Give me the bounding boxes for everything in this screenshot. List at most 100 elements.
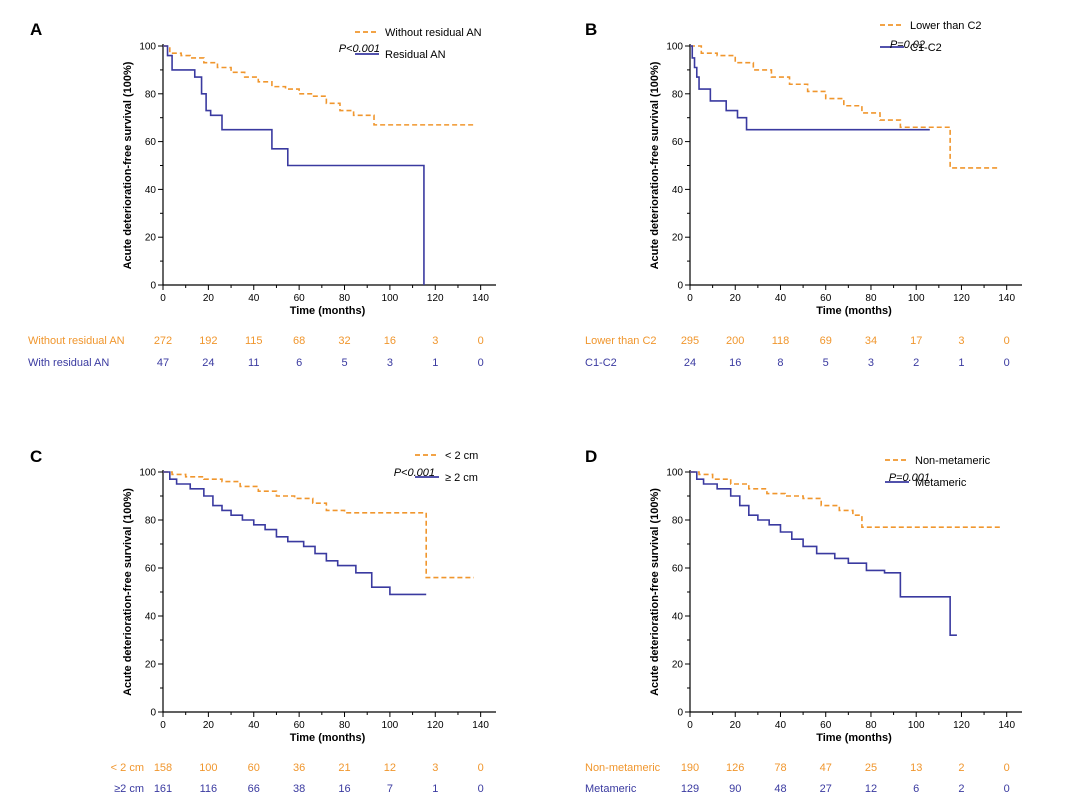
risk-value: 6 [296,357,302,369]
risk-value: 161 [154,783,172,795]
risk-row-label: Non-metameric [585,762,661,774]
risk-value: 5 [823,357,829,369]
risk-value: 115 [245,335,263,347]
risk-value: 36 [293,762,305,774]
risk-value: 68 [293,335,305,347]
risk-value: 0 [1004,783,1010,795]
y-tick-label: 20 [672,233,684,244]
risk-value: 12 [865,783,877,795]
risk-value: 158 [154,762,172,774]
x-tick-label: 20 [730,720,742,731]
series-line-dashed [690,45,1000,169]
x-tick-label: 120 [427,293,444,304]
risk-value: 100 [199,762,217,774]
x-tick-label: 0 [687,293,693,304]
x-tick-label: 60 [294,293,306,304]
x-tick-label: 140 [472,293,489,304]
x-tick-label: 140 [998,293,1015,304]
y-tick-label: 0 [150,281,156,292]
risk-value: 192 [199,335,217,347]
y-tick-label: 60 [672,137,684,148]
x-tick-label: 100 [382,293,399,304]
risk-row-label: < 2 cm [111,762,144,774]
x-tick-label: 120 [953,293,970,304]
risk-value: 0 [478,783,484,795]
risk-row-label: With residual AN [28,357,109,369]
risk-value: 25 [865,762,877,774]
series-line-solid [690,471,957,636]
legend-entry: Residual AN [385,49,446,61]
x-tick-label: 80 [865,720,877,731]
risk-row-label: Without residual AN [28,335,125,347]
risk-row-label: ≥2 cm [114,783,144,795]
y-tick-label: 100 [666,42,683,53]
y-tick-label: 0 [150,708,156,719]
risk-value: 126 [726,762,744,774]
x-tick-label: 100 [382,720,399,731]
x-axis-label: Time (months) [816,305,892,317]
panel-letter: D [585,447,597,466]
legend-entry: C1-C2 [910,42,942,54]
risk-value: 48 [774,783,786,795]
risk-value: 0 [478,357,484,369]
panel-letter: C [30,447,42,466]
x-tick-label: 40 [248,720,260,731]
risk-value: 47 [157,357,169,369]
y-tick-label: 100 [666,468,683,479]
risk-value: 5 [341,357,347,369]
y-tick-label: 80 [145,89,157,100]
risk-value: 0 [1004,335,1010,347]
risk-value: 16 [384,335,396,347]
x-tick-label: 60 [820,720,832,731]
risk-value: 27 [820,783,832,795]
y-tick-label: 40 [145,612,157,623]
risk-value: 3 [432,762,438,774]
series-line-dashed [163,471,474,579]
x-axis-label: Time (months) [290,732,366,744]
x-axis-label: Time (months) [816,732,892,744]
y-tick-label: 80 [672,516,684,527]
x-tick-label: 140 [472,720,489,731]
risk-value: 1 [432,783,438,795]
risk-row-label: C1-C2 [585,357,617,369]
x-tick-label: 40 [248,293,260,304]
risk-value: 3 [868,357,874,369]
p-value: P=0.001 [889,472,930,484]
panel-letter: A [30,20,42,39]
risk-value: 272 [154,335,172,347]
y-tick-label: 40 [672,185,684,196]
risk-value: 116 [200,783,218,795]
risk-value: 7 [387,783,393,795]
risk-value: 78 [774,762,786,774]
risk-value: 3 [958,335,964,347]
risk-value: 2 [913,357,919,369]
risk-value: 1 [432,357,438,369]
risk-value: 2 [958,783,964,795]
x-tick-label: 80 [339,293,351,304]
x-tick-label: 100 [908,293,925,304]
risk-value: 2 [958,762,964,774]
x-tick-label: 140 [998,720,1015,731]
risk-value: 60 [248,762,260,774]
x-tick-label: 0 [160,720,166,731]
risk-value: 129 [681,783,699,795]
series-line-solid [690,45,930,131]
y-axis-label: Acute deterioration-free survival (100%) [649,61,661,269]
legend-entry: Metameric [915,477,967,489]
y-axis-label: Acute deterioration-free survival (100%) [122,488,134,696]
risk-value: 295 [681,335,699,347]
risk-value: 16 [729,357,741,369]
risk-value: 12 [384,762,396,774]
y-tick-label: 40 [145,185,157,196]
y-tick-label: 20 [145,660,157,671]
y-tick-label: 100 [139,468,156,479]
p-value: P<0.001 [339,43,380,55]
risk-value: 13 [910,762,922,774]
y-tick-label: 100 [139,42,156,53]
risk-value: 118 [772,335,790,347]
risk-value: 0 [1004,357,1010,369]
y-axis-label: Acute deterioration-free survival (100%) [122,61,134,269]
risk-value: 3 [387,357,393,369]
